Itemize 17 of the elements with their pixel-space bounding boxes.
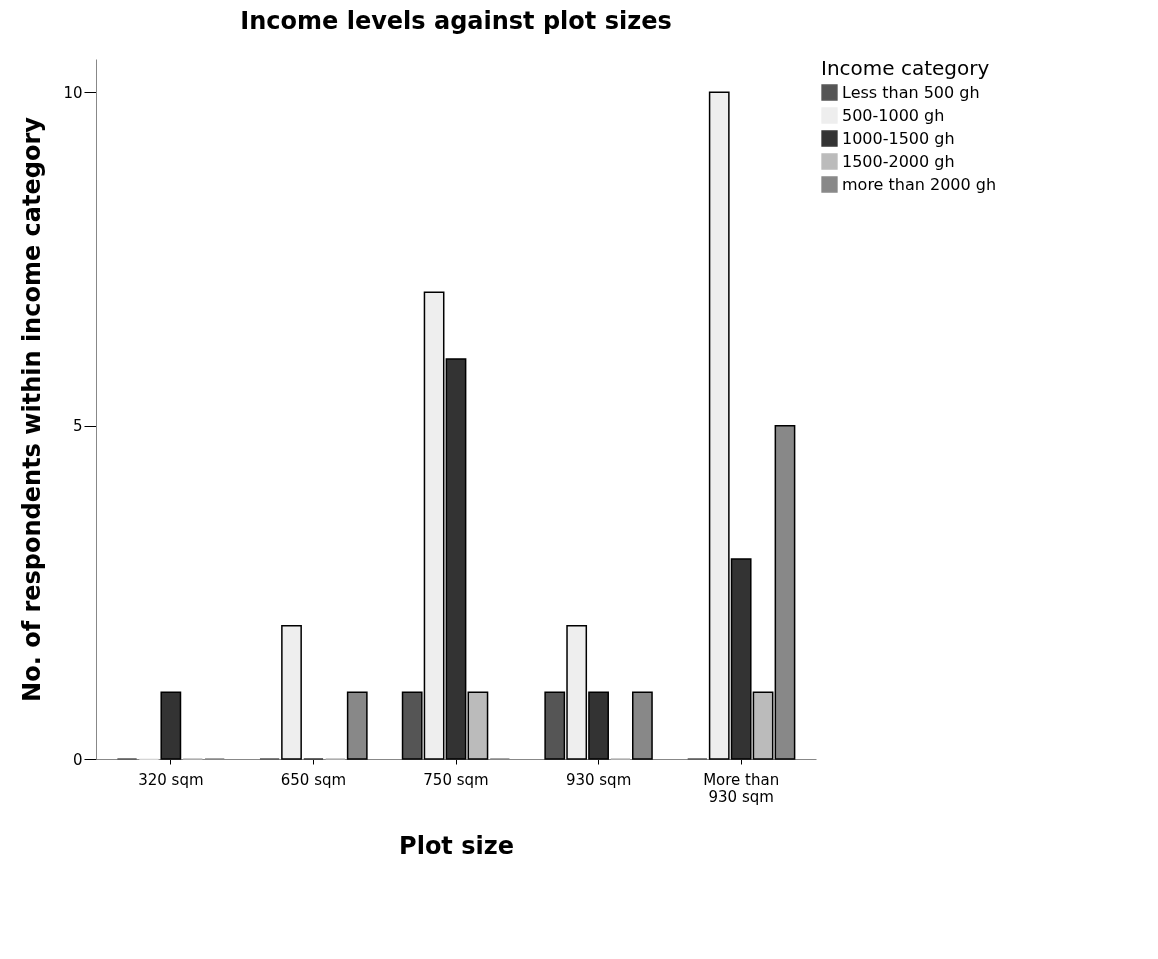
legend-label: Less than 500 gh bbox=[842, 82, 980, 102]
x-axis-title: Plot size bbox=[399, 831, 514, 860]
x-tick-label: 650 sqm bbox=[280, 770, 347, 789]
legend-title: Income category bbox=[821, 56, 990, 80]
legend-label: 500-1000 gh bbox=[842, 105, 945, 125]
legend-label: more than 2000 gh bbox=[842, 174, 997, 194]
x-tick-label: 930 sqm bbox=[565, 770, 632, 789]
chart-title: Income levels against plot sizes bbox=[240, 7, 672, 35]
legend-label: 1000-1500 gh bbox=[842, 128, 955, 148]
y-axis-title: No. of respondents within income category bbox=[18, 116, 47, 702]
legend-label: 1500-2000 gh bbox=[842, 151, 955, 171]
x-tick-label: 320 sqm bbox=[138, 770, 204, 789]
y-tick-label: 5 bbox=[72, 417, 83, 436]
x-tick-label: More than 930 sqm bbox=[703, 770, 780, 806]
x-tick-label: 750 sqm bbox=[423, 770, 489, 789]
y-tick-label: 0 bbox=[72, 750, 83, 769]
y-tick-label: 10 bbox=[63, 83, 83, 102]
